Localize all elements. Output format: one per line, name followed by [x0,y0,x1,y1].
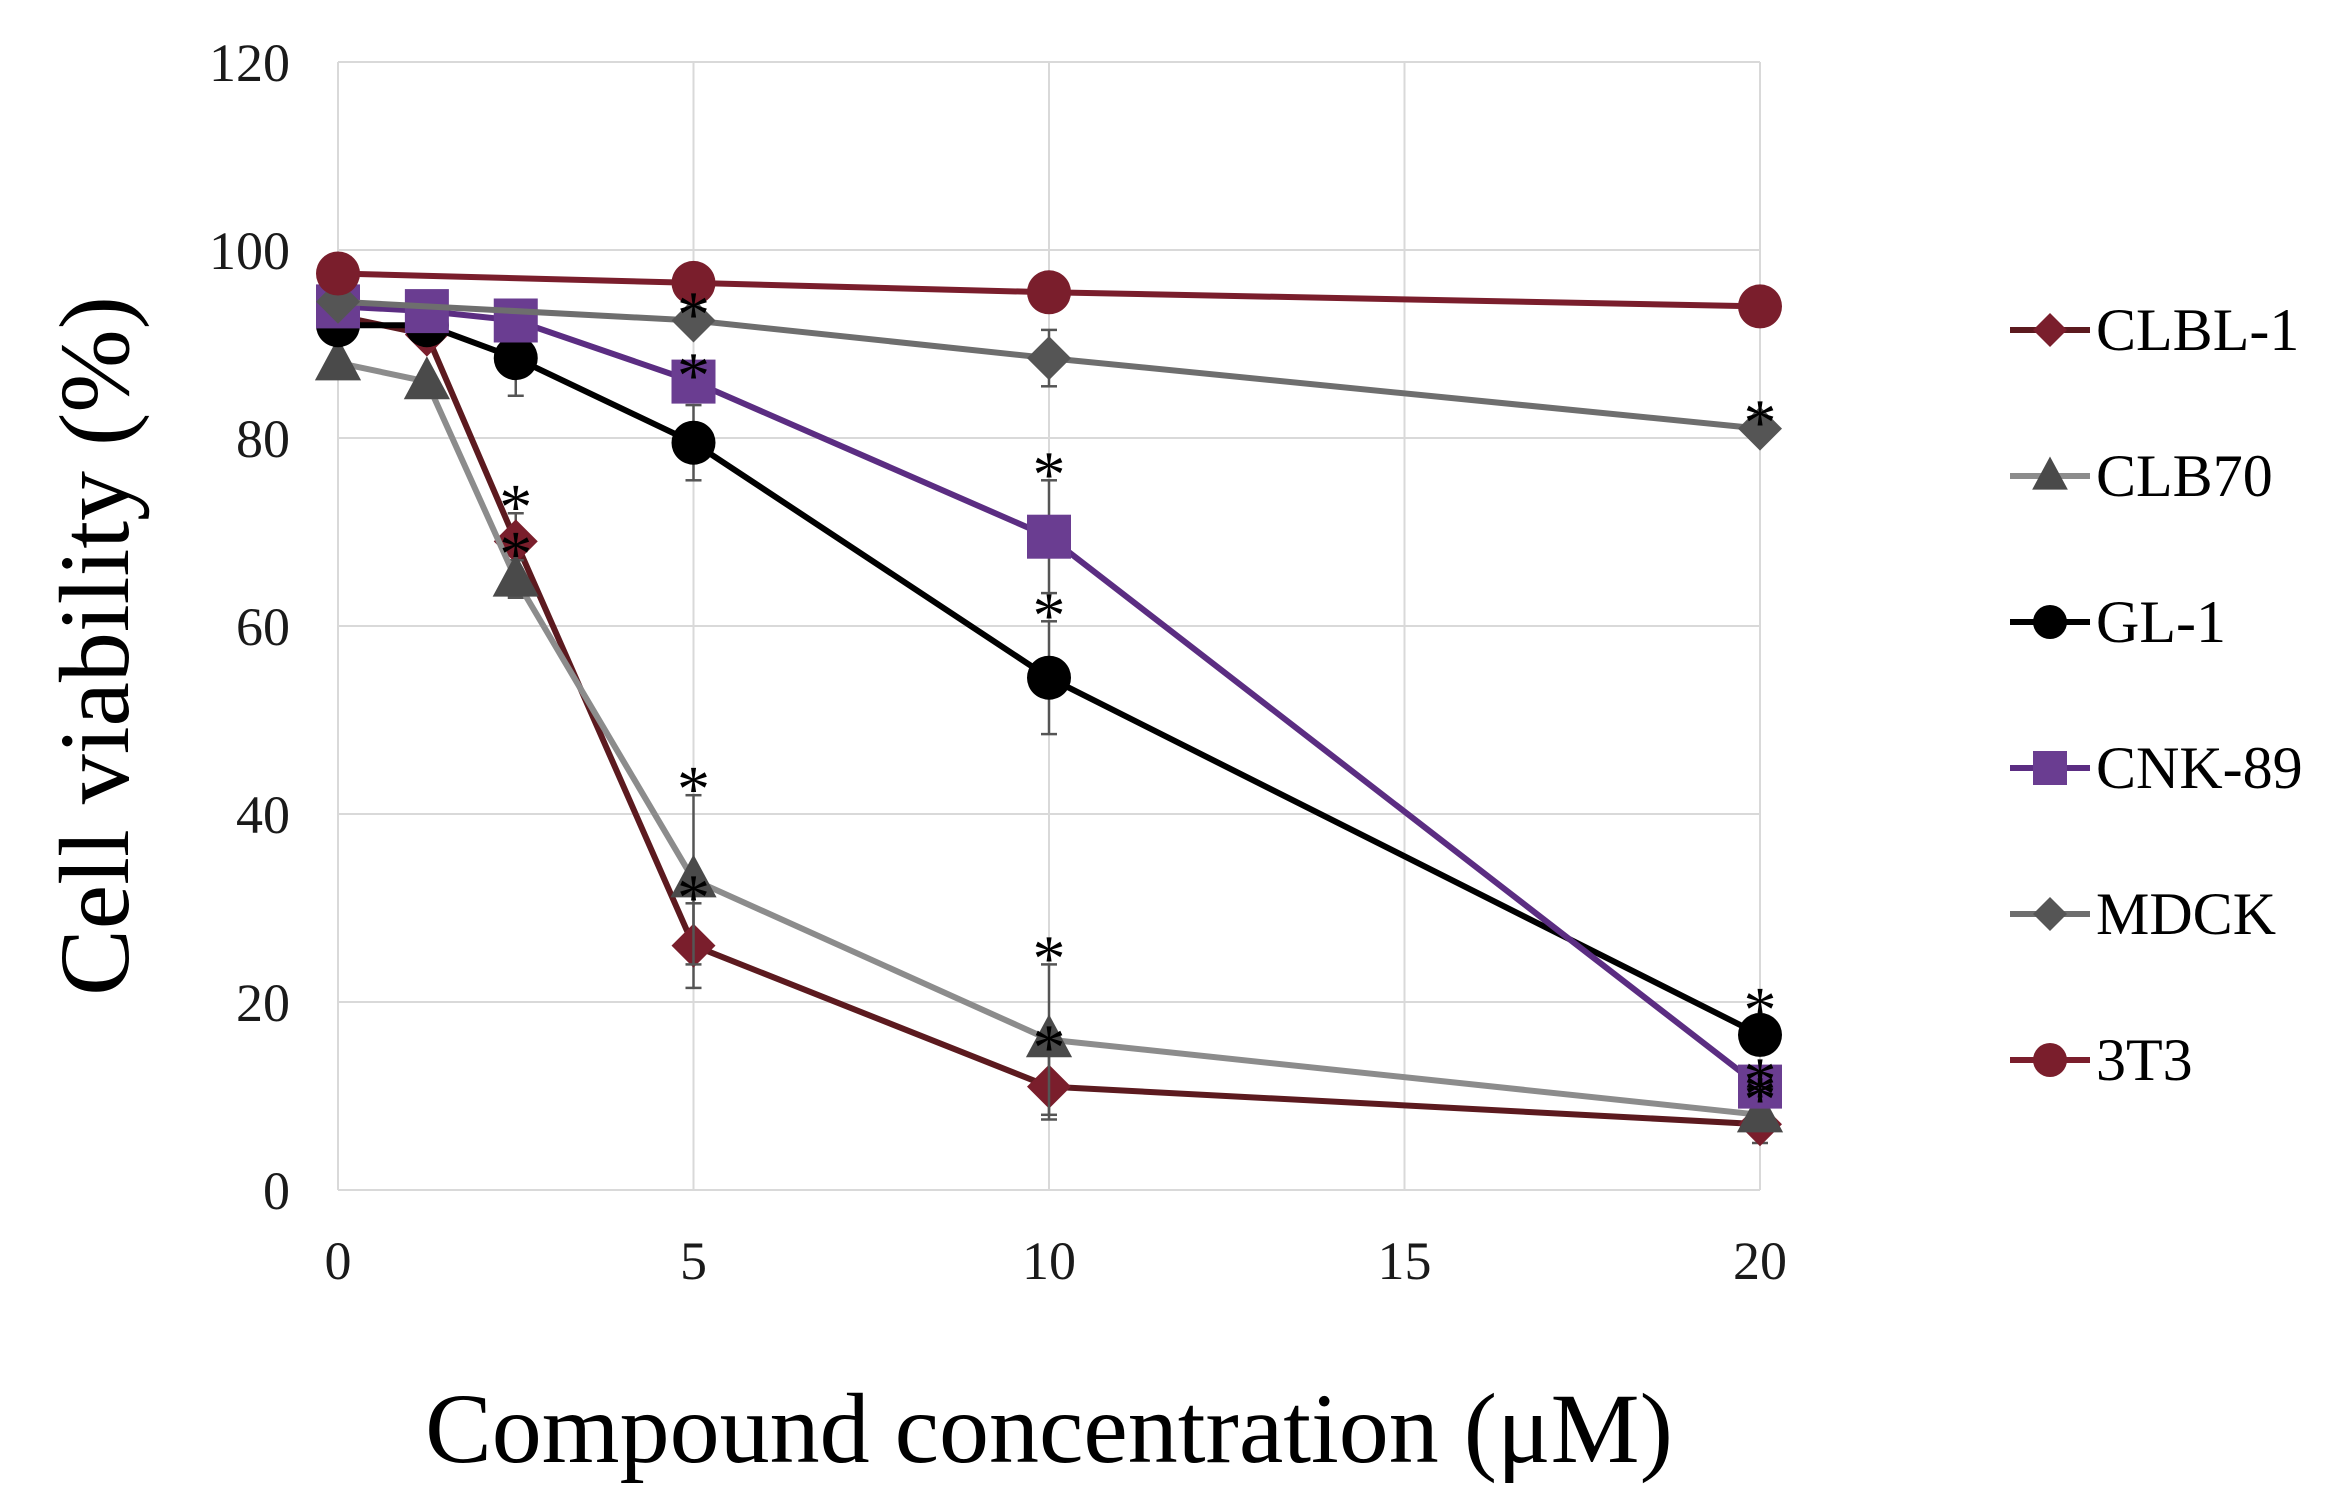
y-tick-label: 80 [236,409,290,469]
x-tick-label: 5 [680,1231,707,1291]
legend-label: 3T3 [2096,1027,2193,1093]
data-point [404,289,449,334]
series-line [337,270,1761,310]
significance-asterisk: * [1744,1045,1777,1118]
data-point [1738,406,1782,451]
data-point [493,336,538,381]
legend-label: MDCK [2096,881,2276,947]
y-axis-title: Cell viability (%) [39,296,150,996]
legend-label: GL-1 [2096,589,2226,655]
data-point [671,260,716,305]
significance-asterisk: * [499,471,532,544]
data-point [1736,1089,1784,1133]
data-point [403,356,450,400]
legend-item-3t3: 3T3 [2010,1027,2193,1093]
data-point [492,553,539,597]
significance-asterisk: * [1744,387,1777,460]
data-point [671,359,716,404]
legend-item-clb70: CLB70 [2010,443,2273,509]
data-point [1027,514,1071,559]
y-tick-label: 100 [209,221,290,281]
data-point [1738,1064,1782,1109]
legend-item-clbl-1: CLBL-1 [2010,297,2299,363]
significance-asterisk: * [677,753,710,826]
legend-item-mdck: MDCK [2010,881,2276,947]
significance-markers: *************** [499,279,1776,1137]
legend-marker [2033,313,2067,347]
y-tick-label: 40 [236,785,290,845]
y-tick-label: 120 [209,33,290,93]
legend-marker [2032,456,2068,490]
legend-item-gl-1: GL-1 [2010,589,2226,655]
x-axis-title: Compound concentration (μM) [425,1373,1673,1484]
legend-label: CLB70 [2096,443,2273,509]
x-tick-label: 15 [1378,1231,1432,1291]
data-point [1025,1014,1073,1058]
y-tick-label: 0 [263,1161,290,1221]
data-point [493,298,538,343]
significance-asterisk: * [1744,974,1777,1047]
significance-asterisk: * [1744,1063,1777,1136]
significance-asterisk: * [1033,922,1066,995]
significance-asterisk: * [1033,1012,1066,1085]
x-tick-label: 10 [1022,1231,1076,1291]
significance-asterisk: * [1033,438,1066,511]
significance-asterisk: * [677,861,710,934]
data-point [1738,284,1782,329]
x-tick-label: 0 [325,1231,352,1291]
series-line [337,359,1761,1118]
series-layer [314,251,1784,1147]
data-point [1027,270,1071,315]
data-point [316,251,360,296]
data-point [671,298,716,343]
data-point [670,854,717,898]
legend-marker [2033,751,2067,785]
series-3t3 [316,251,1782,329]
legend-label: CLBL-1 [2096,297,2299,363]
series-line [337,298,1761,432]
data-point [314,337,362,381]
x-tick-label: 20 [1733,1231,1787,1291]
data-point [1738,1012,1782,1057]
y-tick-label: 20 [236,973,290,1033]
data-point [671,420,716,465]
legend: CLBL-1 CLB70 GL-1 CNK-89 MDCK 3T3 [2010,297,2303,1093]
tick-labels: 0 20 40 60 80 100 120 0 5 10 15 20 [209,33,1787,1291]
legend-marker [2033,1043,2067,1077]
significance-asterisk: * [677,279,710,352]
data-point [1027,336,1071,381]
y-tick-label: 60 [236,597,290,657]
legend-marker [2033,897,2067,931]
significance-asterisk: * [677,340,710,413]
series-mdck [316,279,1782,451]
legend-label: CNK-89 [2096,735,2303,801]
significance-asterisk: * [1033,579,1066,652]
legend-item-cnk-89: CNK-89 [2010,735,2303,801]
significance-asterisk: * [499,518,532,591]
series-clb70 [314,337,1784,1133]
legend-marker [2033,605,2067,639]
significance-asterisk: * [1744,1059,1777,1132]
data-point [1027,655,1071,700]
